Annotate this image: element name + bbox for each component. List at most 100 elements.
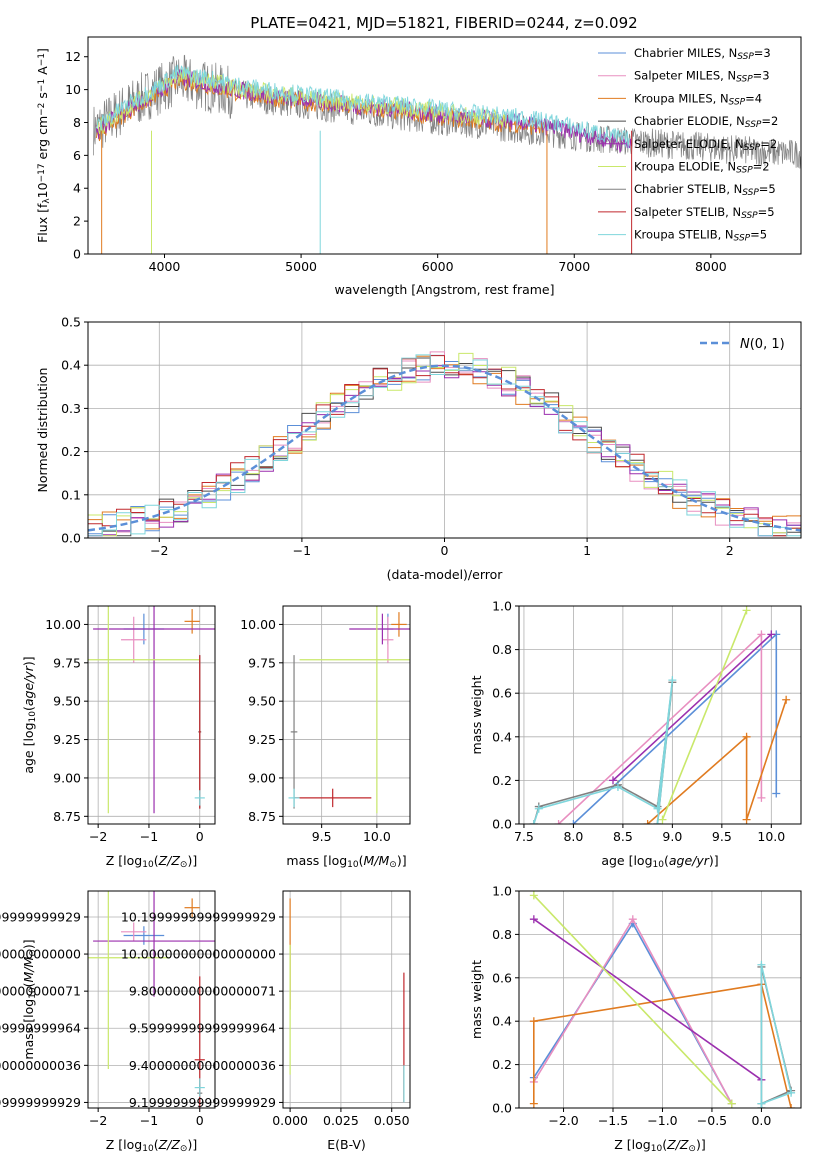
legend-entry: Chabrier MILES, NSSP=3 — [634, 46, 771, 62]
x-axis-label-part: 10 — [142, 1144, 154, 1154]
y-tick-label: 9.80000000000000071 — [0, 984, 81, 999]
weight-marker — [609, 776, 617, 785]
y-tick-label: 9.19999999999999929 — [0, 1095, 81, 1110]
legend-entry: Kroupa ELODIE, NSSP=2 — [634, 160, 770, 176]
weight-marker — [668, 676, 677, 685]
y-axis-label-part: −17 — [37, 163, 47, 182]
y-tick-label: 9.40000000000000036 — [129, 1058, 276, 1073]
y-tick-label: 4 — [73, 181, 81, 196]
y-tick-label: 0.1 — [61, 487, 81, 502]
spectrum-model-line — [95, 64, 630, 149]
y-axis-label-part: )] — [21, 656, 36, 666]
x-axis-label-part: mass [log — [286, 853, 347, 868]
histogram-line — [88, 355, 801, 537]
x-tick-label: 10.0 — [363, 829, 391, 844]
axes-frame — [518, 605, 802, 825]
x-axis-label-part: ⊙ — [180, 860, 188, 870]
y-tick-label: 9.40000000000000036 — [0, 1058, 81, 1073]
x-axis-label: wavelength [Angstrom, rest frame] — [334, 282, 554, 297]
y-axis-label-part: Flux [f — [35, 203, 50, 243]
legend-entry: Salpeter MILES, NSSP=3 — [634, 69, 770, 85]
legend-entry-part: =2 — [753, 160, 770, 174]
legend-entry-part: Kroupa ELODIE, N — [634, 160, 736, 174]
x-tick-label: −1 — [140, 1113, 158, 1128]
x-tick-label: 10.0 — [757, 829, 785, 844]
plot-area — [289, 898, 405, 1103]
axes-frame — [87, 36, 802, 255]
plot-area — [88, 606, 215, 814]
y-axis-label: mass [log10(M/M⊙)] — [21, 939, 38, 1059]
x-tick-label: −1.5 — [598, 1113, 628, 1128]
weight-marker — [757, 793, 766, 802]
legend-entry: Salpeter STELIB, NSSP=5 — [634, 205, 775, 221]
y-tick-label: 9.25 — [53, 732, 81, 747]
y-tick-label: 10.00 — [45, 617, 81, 632]
weight-marker — [787, 1104, 796, 1108]
y-axis-label: mass weight — [469, 675, 484, 754]
weight-marker — [653, 804, 662, 813]
y-tick-label: 0.4 — [61, 358, 81, 373]
panel-mass-vs-Z: −2 −1 0 9.19999999999999929 9.40000000000000… — [0, 890, 216, 1154]
weight-line — [612, 633, 772, 781]
y-axis-label-part: 10 — [28, 987, 38, 999]
plot-area — [88, 891, 215, 1108]
legend-entry-part: SSP — [741, 211, 758, 221]
x-axis-label-part: Z/Z — [158, 1137, 181, 1152]
histogram-line — [88, 354, 801, 537]
x-axis-label-part: Z [log — [106, 853, 142, 868]
legend-entry: Kroupa STELIB, NSSP=5 — [634, 228, 767, 244]
legend-entry-part: =2 — [761, 114, 778, 128]
y-tick-label: 8.75 — [53, 809, 81, 824]
x-tick-label: 9.0 — [662, 829, 682, 844]
weight-marker — [757, 1099, 766, 1108]
y-tick-label: 0.2 — [492, 1057, 512, 1072]
y-tick-label: 9.50 — [53, 694, 81, 709]
y-axis-label-part: )] — [21, 939, 36, 949]
weight-line — [661, 610, 748, 820]
legend-entry-part: SSP — [744, 143, 761, 153]
y-axis-label-part: age [log — [21, 722, 36, 773]
panel-mass-vs-ebv: 0.000 0.025 0.050 9.19999999999999929 9.4000… — [121, 890, 411, 1152]
y-tick-label: 10.00000000000000000 — [0, 947, 81, 962]
weight-line — [647, 699, 787, 824]
x-tick-label: 0 — [196, 829, 204, 844]
x-tick-label: −1 — [140, 829, 158, 844]
legend-entry-part: =3 — [753, 69, 770, 83]
weight-line — [533, 680, 674, 824]
legend-entry-part: =5 — [759, 182, 776, 196]
legend-entry: N(0, 1) — [740, 337, 785, 352]
x-axis-label-part: M/M — [364, 853, 390, 868]
x-tick-label: 4000 — [149, 259, 181, 274]
x-tick-label: −2 — [150, 543, 168, 558]
legend-entry-part: SSP — [737, 52, 754, 62]
weight-marker — [782, 695, 791, 704]
x-tick-label: 7000 — [558, 259, 590, 274]
y-tick-label: 9.59999999999999964 — [129, 1021, 276, 1036]
weight-marker — [529, 820, 538, 824]
x-tick-label: 0 — [441, 543, 449, 558]
weight-marker — [767, 630, 776, 639]
y-tick-label: 9.50 — [248, 694, 276, 709]
x-tick-label: 7.5 — [514, 829, 534, 844]
x-axis-label: E(B-V) — [327, 1137, 366, 1152]
y-axis-label-part: A — [35, 66, 50, 79]
y-tick-label: 10.19999999999999929 — [121, 909, 276, 924]
y-tick-label: 9.75 — [53, 655, 81, 670]
y-tick-label: 8 — [73, 115, 81, 130]
x-tick-label: 5000 — [285, 259, 317, 274]
legend-entry-part: =5 — [758, 205, 775, 219]
y-tick-label: 2 — [73, 214, 81, 229]
weight-marker — [727, 1099, 736, 1108]
x-axis-label-part: )] — [709, 853, 719, 868]
weight-line — [533, 918, 762, 1081]
x-tick-label: −2.0 — [548, 1113, 578, 1128]
legend-entry-part: SSP — [745, 120, 762, 130]
weight-marker — [658, 815, 667, 824]
y-tick-label: 0.2 — [492, 773, 512, 788]
weight-marker — [534, 804, 543, 813]
weight-marker — [529, 1017, 538, 1026]
weight-line — [533, 682, 674, 824]
y-tick-label: 0.0 — [492, 817, 512, 832]
x-axis-label: (data-model)/error — [387, 567, 504, 582]
weight-marker — [529, 891, 538, 900]
